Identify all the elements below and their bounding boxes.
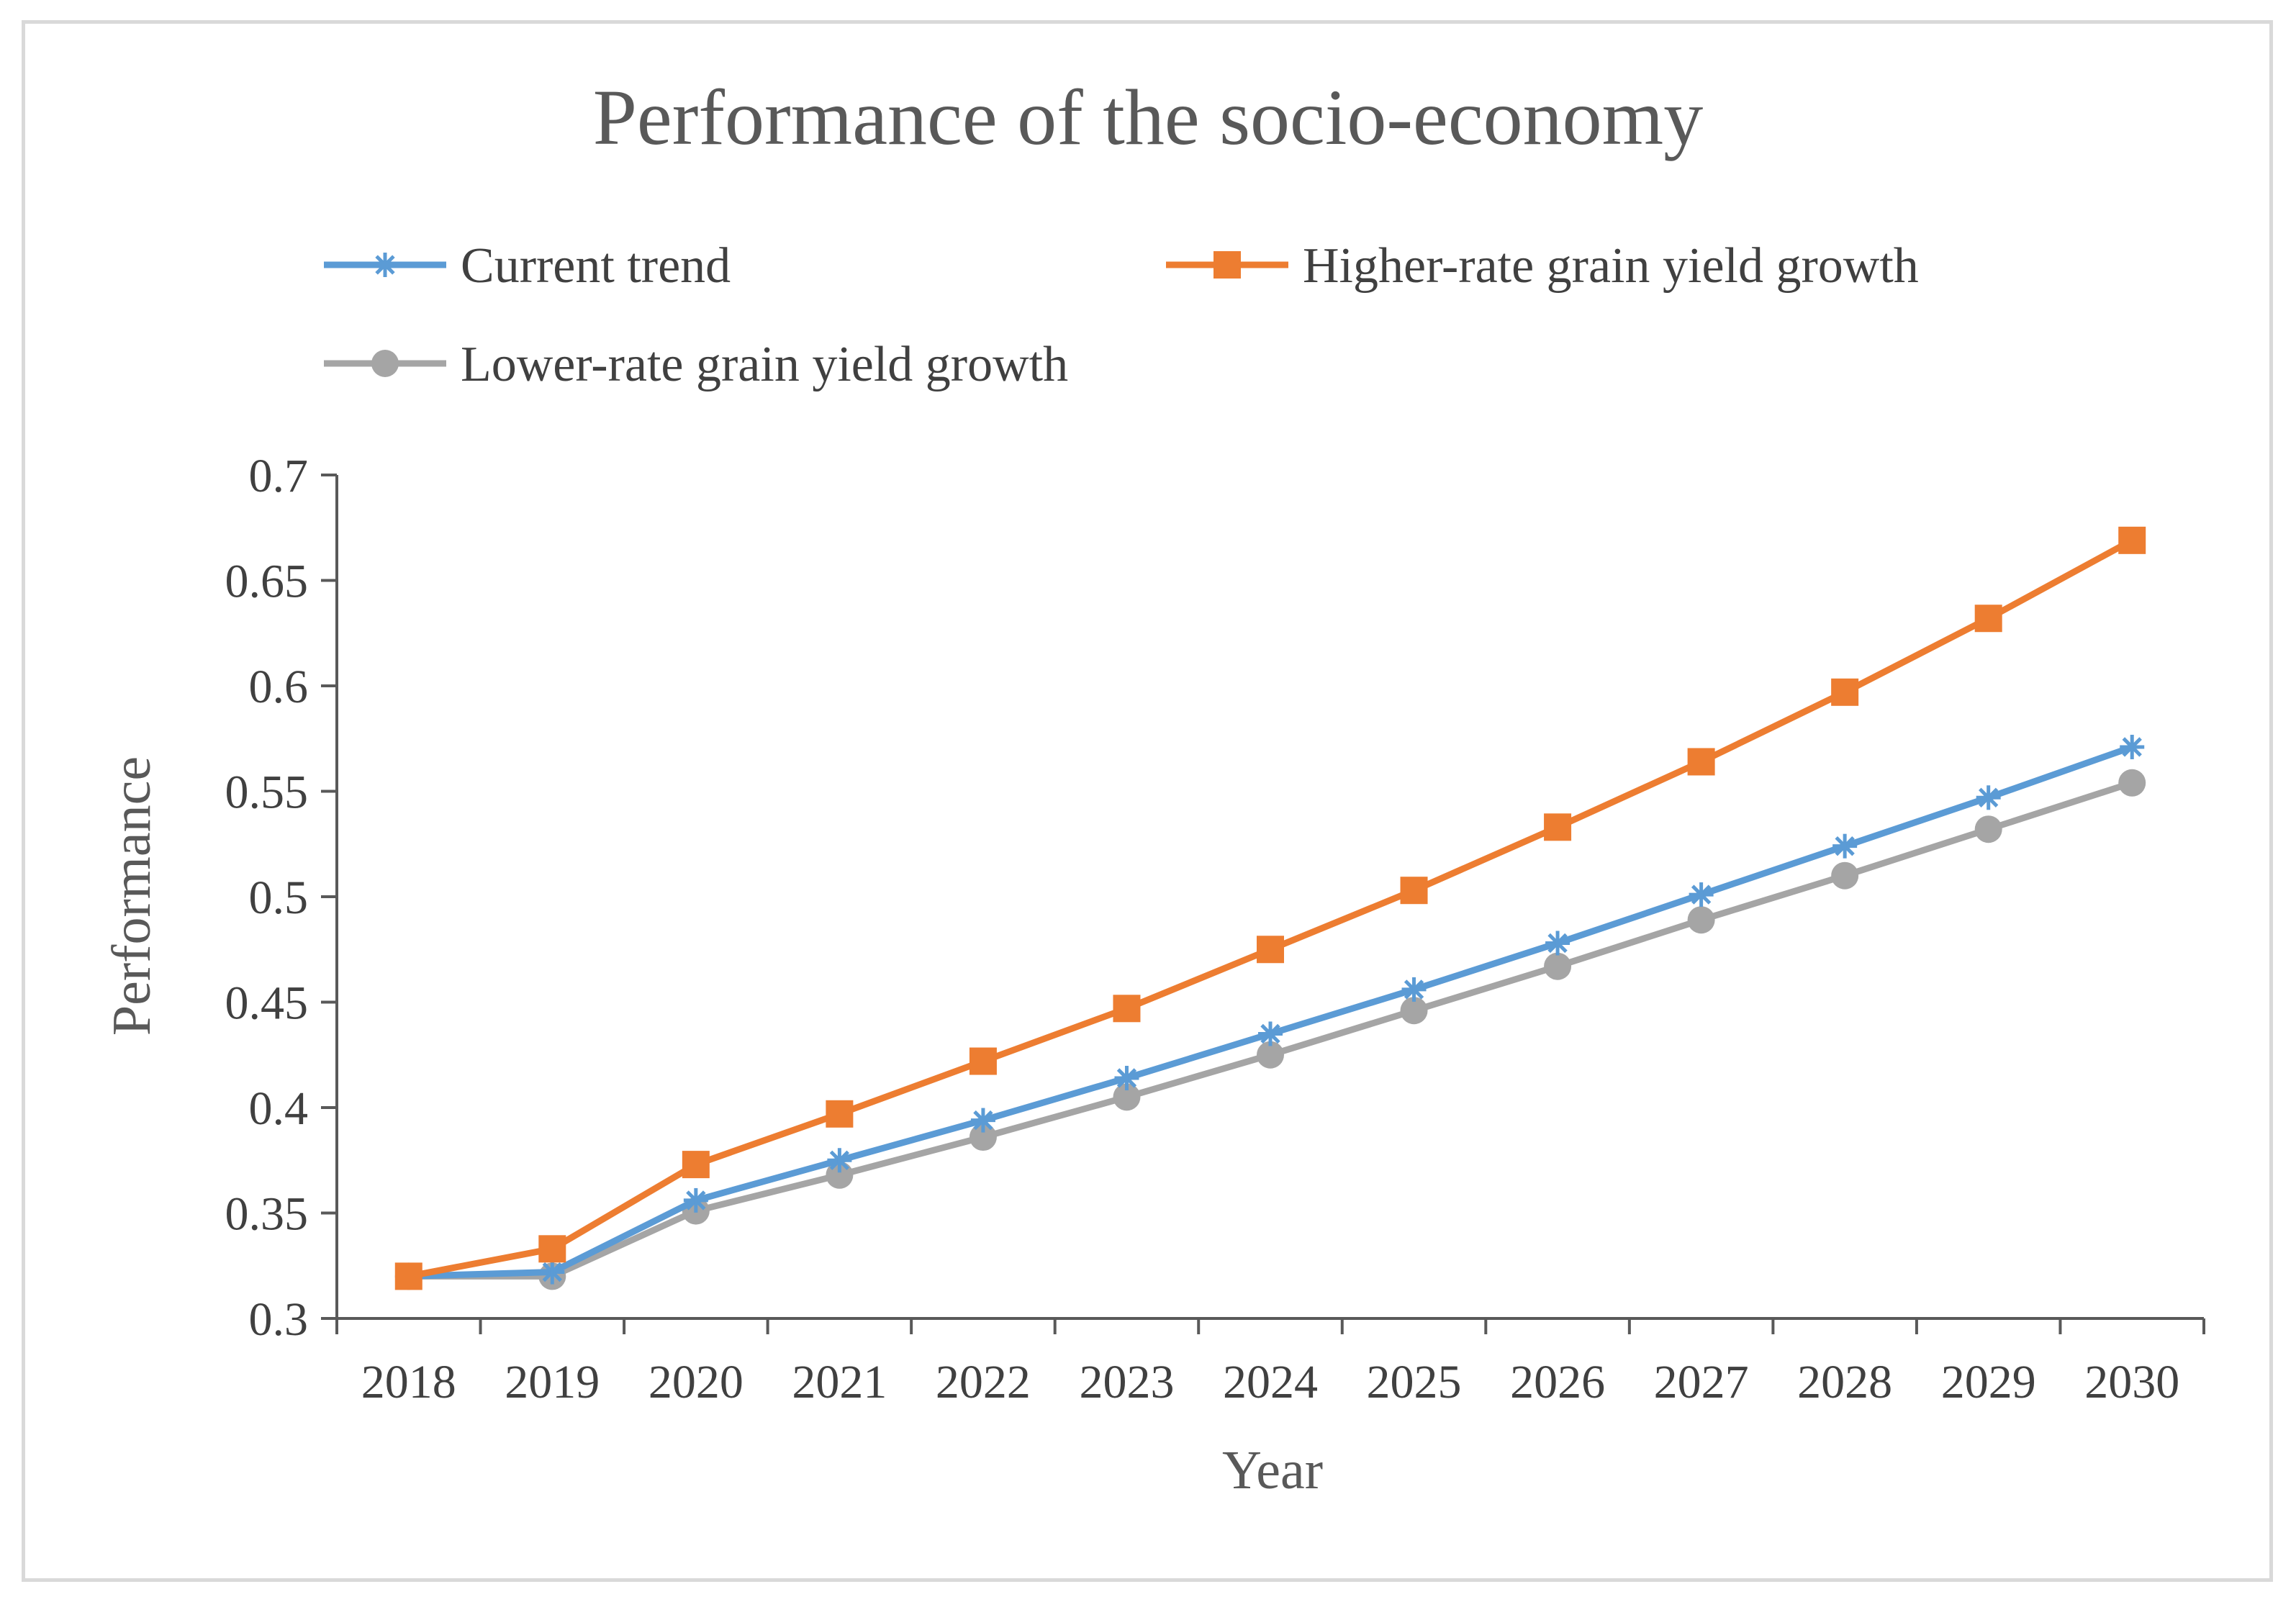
x-axis: 2018 2019 2020 2021 2022 2023 2024 2025 2026 2027…	[335, 1317, 2205, 1408]
data-point	[1974, 815, 2002, 843]
y-tick-label: 0.35	[225, 1188, 309, 1241]
x-tick-label: 2022	[936, 1356, 1031, 1408]
data-point	[394, 1262, 422, 1290]
chart-title: Performance of the socio-economy	[593, 73, 1703, 161]
y-tick-label: 0.45	[225, 977, 309, 1030]
data-point	[826, 1100, 854, 1128]
legend-swatch-marker	[371, 350, 399, 377]
x-tick-label: 2029	[1941, 1356, 2036, 1408]
data-point	[1544, 952, 1572, 980]
data-point	[2120, 734, 2145, 759]
x-tick-label: 2025	[1367, 1356, 1462, 1408]
y-tick-label: 0.5	[249, 872, 309, 924]
x-tick-label: 2020	[648, 1356, 744, 1408]
data-point	[1832, 833, 1858, 859]
y-tick-label: 0.55	[225, 766, 309, 819]
x-tick-label: 2024	[1223, 1356, 1318, 1408]
data-point	[540, 1259, 565, 1285]
data-point	[683, 1187, 708, 1213]
data-point	[1401, 977, 1427, 1002]
data-point	[1114, 1065, 1139, 1090]
chart-frame	[22, 20, 2273, 1582]
x-tick-label: 2019	[505, 1356, 600, 1408]
series-current-trend	[396, 734, 2145, 1289]
data-point	[1544, 813, 1572, 841]
series-line	[408, 743, 2133, 1280]
series-line	[407, 537, 2134, 1280]
data-point	[1400, 877, 1428, 905]
data-point	[1831, 861, 1859, 890]
series-layer	[394, 526, 2146, 1290]
legend-swatch-marker	[1213, 251, 1241, 279]
data-point	[538, 1235, 566, 1263]
data-point	[1689, 882, 1714, 908]
x-axis-title: Year	[1222, 1440, 1323, 1501]
y-axis-title: Performance	[101, 756, 162, 1036]
legend-label: Higher-rate grain yield growth	[1303, 238, 1919, 294]
y-tick-label: 0.6	[249, 661, 309, 713]
data-point	[1687, 906, 1715, 934]
data-point	[969, 1047, 997, 1075]
data-point	[1976, 785, 2001, 810]
data-point	[2118, 769, 2146, 797]
legend-item: Current trend	[324, 238, 731, 294]
legend-label: Lower-rate grain yield growth	[461, 337, 1068, 392]
y-tick-label: 0.65	[225, 556, 309, 608]
data-point	[970, 1108, 995, 1133]
data-point	[1974, 605, 2002, 633]
data-point	[1831, 678, 1859, 706]
data-point	[1113, 1083, 1141, 1111]
data-point	[1687, 748, 1715, 776]
legend: Current trend Higher-rate grain yield gro…	[324, 238, 1919, 392]
data-point	[682, 1151, 710, 1179]
data-point	[1258, 1021, 1283, 1046]
x-tick-label: 2026	[1510, 1356, 1605, 1408]
y-tick-label: 0.7	[249, 450, 309, 502]
legend-item: Lower-rate grain yield growth	[324, 337, 1068, 392]
x-tick-label: 2028	[1797, 1356, 1892, 1408]
data-point	[1257, 1041, 1284, 1069]
legend-swatch-marker	[373, 253, 397, 277]
x-tick-label: 2030	[2084, 1356, 2179, 1408]
data-point	[2118, 526, 2146, 554]
x-tick-label: 2027	[1654, 1356, 1749, 1408]
legend-label: Current trend	[461, 238, 731, 294]
x-tick-label: 2018	[361, 1356, 456, 1408]
data-point	[969, 1123, 997, 1151]
y-tick-label: 0.4	[249, 1082, 309, 1135]
legend-item: Higher-rate grain yield growth	[1166, 238, 1919, 294]
data-point	[1113, 995, 1141, 1023]
data-point	[827, 1148, 852, 1173]
y-axis: 0.3 0.35 0.4 0.45 0.5 0.55 0.6 0.65 0.7	[225, 450, 338, 1346]
series-higher-rate-grain-yield-growth	[394, 526, 2146, 1290]
data-point	[1545, 931, 1570, 956]
data-point	[1257, 936, 1284, 964]
x-tick-label: 2021	[792, 1356, 887, 1408]
y-tick-label: 0.3	[249, 1293, 309, 1346]
data-point	[1400, 997, 1428, 1025]
x-tick-label: 2023	[1079, 1356, 1174, 1408]
